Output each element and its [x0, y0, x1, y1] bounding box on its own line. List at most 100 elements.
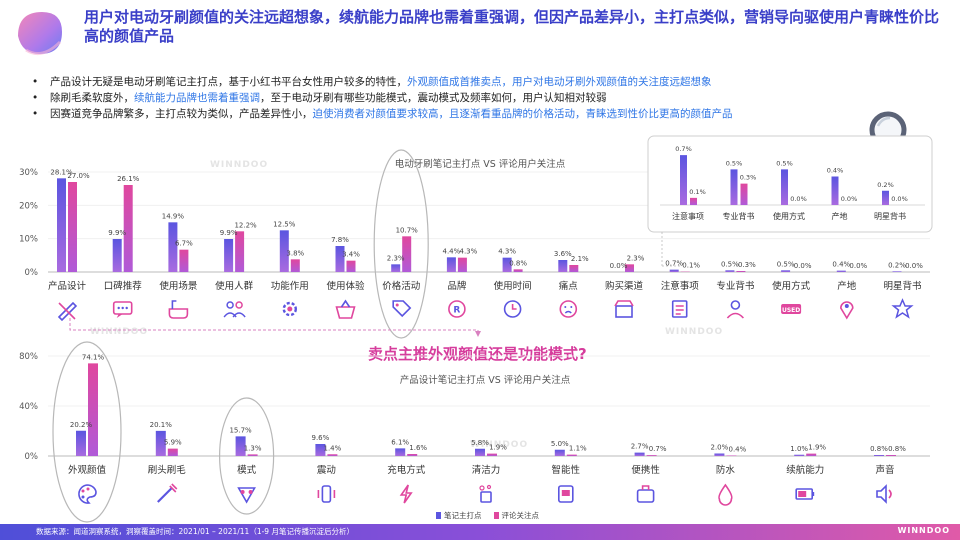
- y-tick-label: 0%: [25, 268, 39, 278]
- bar-comments: [402, 236, 412, 272]
- inset-label-comments: 0.0%: [790, 195, 807, 203]
- people-icon: [223, 301, 246, 318]
- bar-notes: [781, 270, 791, 272]
- bar-notes: [155, 430, 166, 456]
- data-label-notes: 4.3%: [498, 248, 516, 256]
- bar-comments: [346, 260, 356, 272]
- x-category-label: 使用时间: [494, 280, 532, 292]
- data-label-comments: 74.1%: [82, 353, 105, 361]
- bath-icon: [168, 300, 189, 319]
- bar-comments: [726, 455, 737, 456]
- highlight-ellipse: [373, 149, 429, 339]
- svg-text:USED: USED: [782, 307, 800, 314]
- data-label-notes: 0.5%: [777, 260, 795, 268]
- bar-notes: [475, 448, 485, 456]
- brand-icon: R: [448, 300, 466, 318]
- legend-item-notes: 笔记主打点: [436, 510, 482, 521]
- chart-title-bottom: 产品设计笔记主打点 VS 评论用户关注点: [399, 375, 571, 386]
- store-icon: [614, 300, 634, 318]
- x-category-label: 价格活动: [382, 280, 420, 292]
- charge-icon: [399, 484, 413, 504]
- data-label-comments: 6.7%: [175, 240, 193, 248]
- bar-notes: [279, 230, 289, 272]
- data-label-notes: 2.3%: [387, 254, 405, 262]
- watermark: WINNDOO: [665, 327, 724, 337]
- chart-legend: 笔记主打点 评论关注点: [436, 510, 539, 521]
- data-label-notes: 2.7%: [631, 443, 649, 451]
- bar-comments: [736, 271, 746, 272]
- inset-category-label: 专业背书: [723, 211, 755, 221]
- data-label-notes: 0.7%: [665, 260, 683, 268]
- bar-comments: [487, 453, 497, 456]
- inset-category-label: 产地: [832, 211, 848, 221]
- bar-notes: [391, 264, 401, 272]
- data-label-comments: 12.2%: [234, 221, 257, 229]
- data-label-comments: 0.0%: [905, 262, 923, 270]
- waterproof-icon: [718, 483, 733, 506]
- data-label-notes: 6.1%: [391, 438, 409, 446]
- usage-icon: USED: [781, 304, 802, 314]
- data-label-comments: 27.0%: [67, 172, 90, 180]
- y-tick-label: 10%: [19, 235, 38, 245]
- bar-comments: [886, 455, 896, 456]
- chart-title-top: 电动牙刷笔记主打点 VS 评论用户关注点: [394, 159, 566, 170]
- bar-notes: [836, 270, 846, 272]
- price-icon: [392, 300, 412, 318]
- data-label-notes: 1.0%: [790, 445, 808, 453]
- inset-category-label: 注意事项: [672, 211, 704, 221]
- data-label-notes: 0.2%: [888, 261, 906, 269]
- watermark: WINNDOO: [470, 440, 529, 450]
- bar-comments: [123, 185, 133, 272]
- data-label-comments: 3.8%: [286, 249, 304, 257]
- inset-panel: [647, 135, 933, 233]
- legend-label: 笔记主打点: [444, 511, 482, 520]
- bar-notes: [76, 430, 86, 456]
- bar-comments: [625, 264, 634, 272]
- inset-label-notes: 0.5%: [726, 159, 743, 167]
- data-source: 数据来源：闻道洞察系统，洞察覆盖时间：2021/01 – 2021/11（1-9…: [36, 527, 354, 536]
- inset-label-comments: 0.0%: [891, 195, 908, 203]
- bar-comments: [646, 455, 657, 456]
- data-label-comments: 1.1%: [569, 445, 587, 453]
- insight-item: 因赛道竞争品牌繁多，主打点较为类似，产品差异性小，迫使消费者对颜值要求较高，且逐…: [30, 106, 850, 122]
- data-label-comments: 26.1%: [117, 175, 140, 183]
- bar-notes: [335, 246, 345, 272]
- insight-item: 除刷毛柔软度外，续航能力品牌也需着重强调，至于电动牙刷有哪些功能模式，震动模式及…: [30, 90, 850, 106]
- x-category-label: 购买渠道: [605, 280, 644, 292]
- link-arrow: [69, 318, 481, 337]
- data-label-notes: 5.8%: [471, 439, 489, 447]
- data-label-comments: 0.8%: [888, 445, 906, 453]
- insight-list: 产品设计无疑是电动牙刷笔记主打点，基于小红书平台女性用户较多的特性，外观颜值成首…: [30, 74, 850, 122]
- y-tick-label: 30%: [19, 168, 38, 178]
- data-label-comments: 0.1%: [682, 262, 700, 270]
- note-icon: [671, 300, 688, 318]
- data-label-notes: 0.4%: [832, 261, 850, 269]
- bar-comments: [68, 182, 77, 272]
- y-tick-label: 0%: [25, 452, 39, 462]
- data-label-notes: 7.8%: [331, 236, 349, 244]
- bar-comments: [235, 231, 245, 272]
- data-label-comments: 3.4%: [342, 251, 360, 259]
- x-category-label: 使用方式: [772, 280, 811, 292]
- bar-comments: [566, 454, 577, 456]
- star-icon: [891, 298, 914, 319]
- inset-bar-notes: [781, 169, 788, 205]
- bar-comments: [167, 448, 178, 456]
- legend-swatch: [436, 512, 441, 519]
- bar-notes: [57, 178, 66, 272]
- question-callout: 卖点主推外观颜值还是功能模式?: [368, 345, 587, 363]
- data-label-comments: 0.0%: [794, 262, 812, 270]
- data-label-notes: 0.8%: [870, 445, 888, 453]
- inset-bar-notes: [882, 190, 889, 205]
- portable-icon: [636, 485, 655, 503]
- pain-icon: [559, 300, 578, 318]
- svg-text:R: R: [453, 306, 460, 316]
- bar-notes: [874, 455, 884, 456]
- inset-label-notes: 0.7%: [675, 145, 692, 153]
- data-label-notes: 5.0%: [551, 440, 569, 448]
- data-label-comments: 1.6%: [409, 444, 427, 452]
- bar-comments: [247, 454, 258, 456]
- x-category-label: 产地: [837, 280, 857, 292]
- bar-comments: [290, 259, 300, 272]
